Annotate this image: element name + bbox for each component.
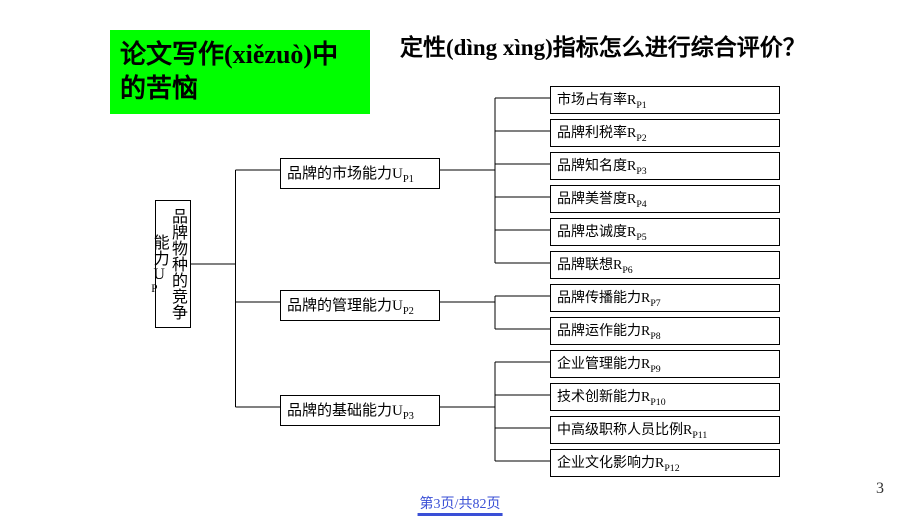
subtitle-text: 定性(dìng xìng)指标怎么进行综合评价？ — [400, 35, 806, 60]
mid-node-1: 品牌的管理能力UP2 — [280, 290, 440, 321]
leaf-label: 品牌美誉度RP4 — [557, 192, 647, 207]
leaf-label: 品牌忠诚度RP5 — [557, 225, 647, 240]
leaf-node-0: 市场占有率RP1 — [550, 86, 780, 114]
page-number: 3 — [876, 480, 884, 498]
mid-node-0: 品牌的市场能力UP1 — [280, 158, 440, 189]
leaf-node-2: 品牌知名度RP3 — [550, 152, 780, 180]
leaf-node-5: 品牌联想RP6 — [550, 251, 780, 279]
subtitle: 定性(dìng xìng)指标怎么进行综合评价？ — [400, 33, 820, 63]
leaf-node-11: 企业文化影响力RP12 — [550, 449, 780, 477]
leaf-label: 品牌知名度RP3 — [557, 159, 647, 174]
slide-footer: 第3页/共82页 — [418, 493, 503, 516]
leaf-label: 企业管理能力RP9 — [557, 357, 661, 372]
leaf-node-10: 中高级职称人员比例RP11 — [550, 416, 780, 444]
leaf-node-6: 品牌传播能力RP7 — [550, 284, 780, 312]
leaf-label: 市场占有率RP1 — [557, 93, 647, 108]
leaf-label: 企业文化影响力RP12 — [557, 456, 680, 471]
leaf-label: 品牌联想RP6 — [557, 258, 633, 273]
root-node: 品牌物种的竞争能力UP — [155, 200, 191, 328]
leaf-label: 品牌利税率RP2 — [557, 126, 647, 141]
leaf-label: 中高级职称人员比例RP11 — [557, 423, 707, 438]
mid-label: 品牌的基础能力UP3 — [287, 403, 414, 419]
mid-label: 品牌的市场能力UP1 — [287, 166, 414, 182]
mid-node-2: 品牌的基础能力UP3 — [280, 395, 440, 426]
title-text: 论文写作(xiězuò)中的苦恼 — [120, 40, 338, 103]
title-box: 论文写作(xiězuò)中的苦恼 — [110, 30, 370, 114]
leaf-label: 品牌传播能力RP7 — [557, 291, 661, 306]
leaf-node-8: 企业管理能力RP9 — [550, 350, 780, 378]
leaf-label: 品牌运作能力RP8 — [557, 324, 661, 339]
leaf-node-4: 品牌忠诚度RP5 — [550, 218, 780, 246]
leaf-node-1: 品牌利税率RP2 — [550, 119, 780, 147]
leaf-label: 技术创新能力RP10 — [557, 390, 666, 405]
leaf-node-9: 技术创新能力RP10 — [550, 383, 780, 411]
mid-label: 品牌的管理能力UP2 — [287, 298, 414, 314]
leaf-node-3: 品牌美誉度RP4 — [550, 185, 780, 213]
leaf-node-7: 品牌运作能力RP8 — [550, 317, 780, 345]
